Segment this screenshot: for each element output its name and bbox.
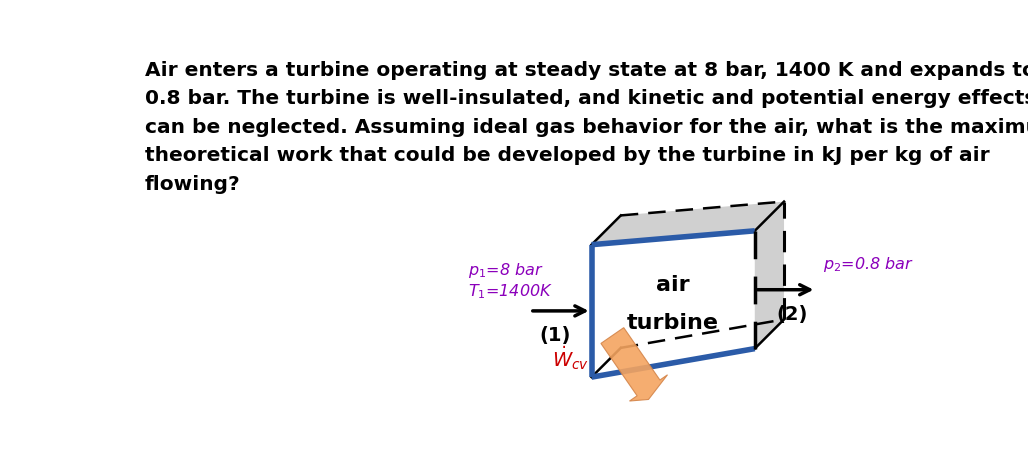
Text: 0.8 bar. The turbine is well-insulated, and kinetic and potential energy effects: 0.8 bar. The turbine is well-insulated, … [145,89,1028,108]
Polygon shape [591,202,784,377]
Text: $p_1$=8 bar: $p_1$=8 bar [469,260,544,279]
Text: Air enters a turbine operating at steady state at 8 bar, 1400 K and expands to: Air enters a turbine operating at steady… [145,61,1028,80]
Text: (1): (1) [539,325,571,344]
Text: $\dot{W}_{cv}$: $\dot{W}_{cv}$ [552,344,589,371]
Text: turbine: turbine [627,313,720,333]
Text: $p_2$=0.8 bar: $p_2$=0.8 bar [822,254,913,273]
Text: air: air [656,274,690,294]
Text: flowing?: flowing? [145,174,241,193]
Polygon shape [601,328,667,401]
Text: theoretical work that could be developed by the turbine in kJ per kg of air: theoretical work that could be developed… [145,146,990,165]
Text: $T_1$=1400K: $T_1$=1400K [469,282,553,300]
Text: can be neglected. Assuming ideal gas behavior for the air, what is the maximum: can be neglected. Assuming ideal gas beh… [145,117,1028,136]
Polygon shape [591,231,755,377]
Text: (2): (2) [776,304,807,323]
